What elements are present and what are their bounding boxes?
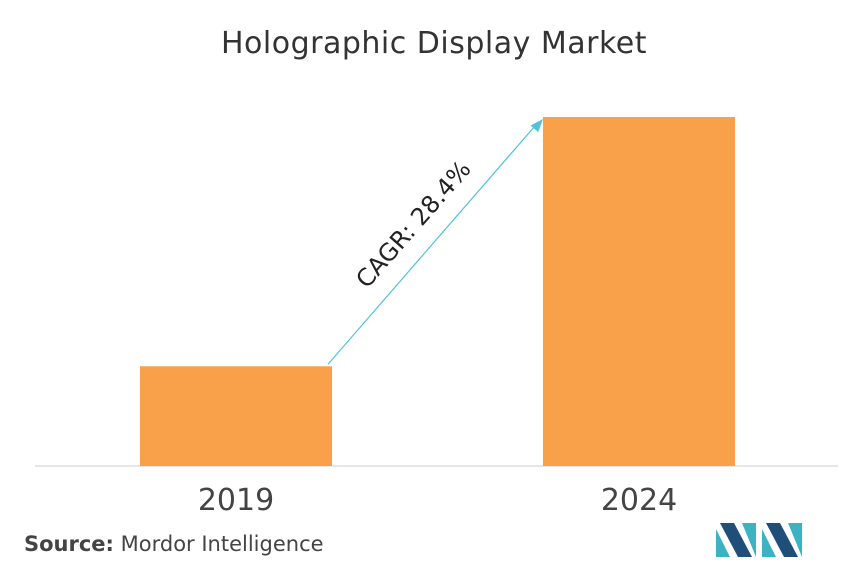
bar-2024 <box>543 117 735 466</box>
cagr-arrow-line <box>327 125 536 365</box>
bar-2019 <box>140 366 332 466</box>
x-tick-label-2024: 2024 <box>601 483 677 518</box>
cagr-annotation: CAGR: 28.4% <box>350 155 476 293</box>
x-tick-label-2019: 2019 <box>198 483 274 518</box>
source-label: Source: <box>24 532 114 556</box>
cagr-arrow-head <box>530 119 543 133</box>
source-text: Mordor Intelligence <box>120 532 324 556</box>
mordor-intelligence-logo-icon <box>716 523 802 557</box>
source-line: Source: Mordor Intelligence <box>24 532 324 556</box>
chart-title: Holographic Display Market <box>220 26 648 61</box>
